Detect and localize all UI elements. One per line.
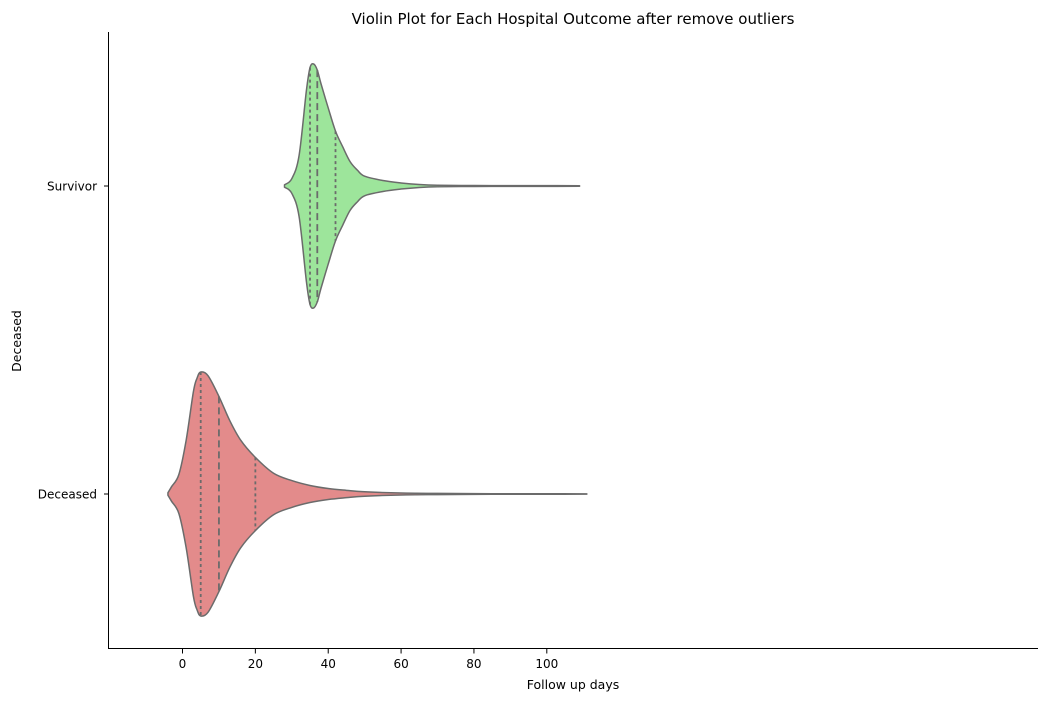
violin-survivor [283,63,581,309]
y-axis-label: Deceased [9,310,24,372]
x-axis-label: Follow up days [527,677,620,692]
x-tick-label: 20 [248,657,263,671]
violin-deceased [167,371,588,617]
x-tick-label: 80 [466,657,481,671]
x-tick-label: 40 [321,657,336,671]
y-tick-label: Deceased [38,488,97,502]
x-tick-label: 100 [535,657,558,671]
violin-body [167,371,588,617]
violins [167,63,588,617]
x-tick-label: 60 [393,657,408,671]
y-tick-label: Survivor [47,180,97,194]
chart-title: Violin Plot for Each Hospital Outcome af… [352,10,795,28]
violin-body [283,63,581,309]
x-ticks: 0 20 40 60 80 100 [179,649,558,671]
x-tick-label: 0 [179,657,187,671]
y-ticks: Survivor Deceased [38,180,109,502]
